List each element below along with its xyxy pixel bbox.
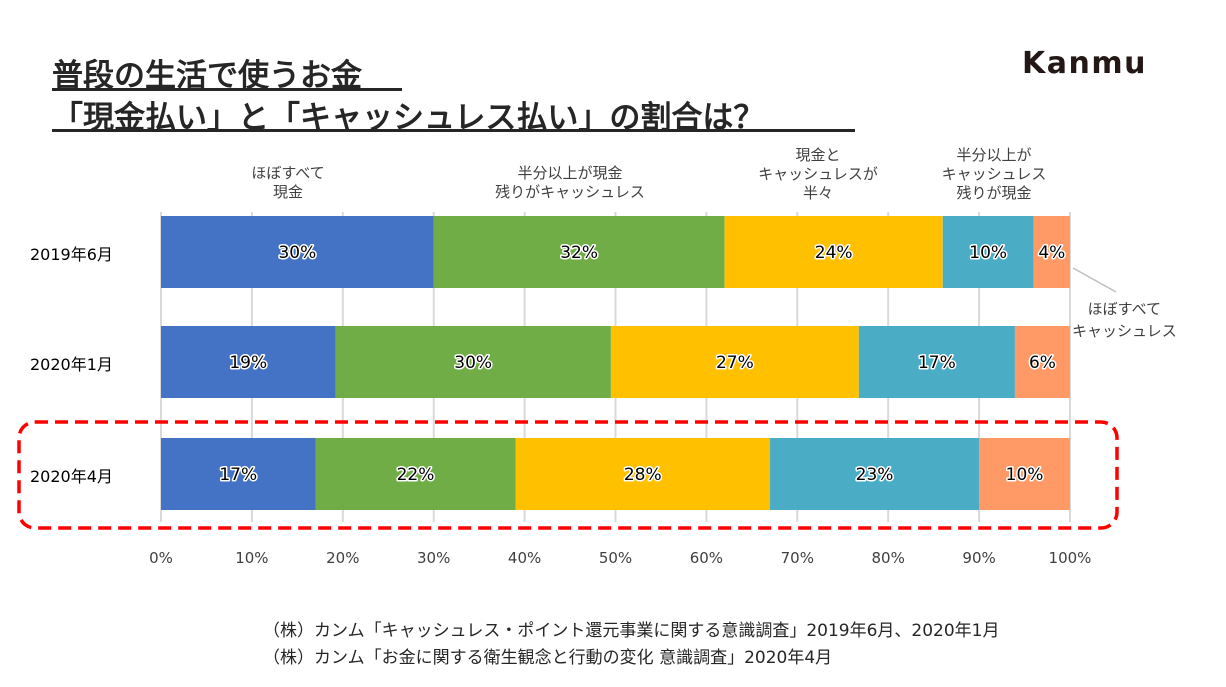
row-label: 2020年4月	[30, 467, 113, 486]
x-tick-label: 80%	[871, 549, 905, 567]
data-label: 6%	[1029, 353, 1056, 373]
kanmu-logo: Kanmu	[1022, 46, 1147, 81]
x-tick-label: 30%	[417, 549, 451, 567]
category-label-line: 半々	[802, 184, 834, 202]
x-tick-label: 10%	[235, 549, 269, 567]
category-label-line: 残りがキャッシュレス	[495, 183, 645, 201]
x-tick-label: 60%	[689, 549, 724, 567]
source-line-2: （株）カンム「お金に関する衛生観念と行動の変化 意識調査」2020年4月	[263, 648, 833, 668]
category-label-line: キャッシュレス	[941, 165, 1047, 183]
title-underline-1	[52, 88, 402, 91]
bar-segment	[942, 216, 1034, 288]
bar-segment	[315, 438, 516, 510]
bar-segment	[161, 326, 336, 398]
bar-segment	[724, 216, 943, 288]
bar-segment	[433, 216, 725, 288]
data-label: 10%	[969, 243, 1007, 263]
data-label: 30%	[278, 243, 316, 263]
x-tick-label: 40%	[507, 549, 542, 567]
data-label: 23%	[856, 465, 894, 485]
bar-segment	[610, 326, 859, 398]
bars	[161, 216, 1070, 510]
row-label: 2020年1月	[30, 355, 113, 374]
category-label-line: ほぼすべて	[251, 164, 325, 182]
x-tick-label: 0%	[149, 549, 173, 567]
x-tick-label: 50%	[598, 549, 633, 567]
data-label: 17%	[918, 353, 956, 373]
x-tick-label: 70%	[780, 549, 814, 567]
bar-segment	[161, 438, 316, 510]
data-label: 30%	[454, 353, 492, 373]
annotation-line-1: ほぼすべて	[1087, 300, 1162, 318]
row-label: 2019年6月	[30, 245, 113, 264]
annotation-almost-all-cashless: ほぼすべて キャッシュレス	[1072, 298, 1177, 342]
data-label: 24%	[815, 243, 853, 263]
bar-segment	[161, 216, 434, 288]
data-label: 27%	[716, 353, 754, 373]
x-tick-label: 90%	[962, 549, 996, 567]
source-line-1: （株）カンム「キャッシュレス・ポイント還元事業に関する意識調査」2019年6月、…	[263, 621, 1000, 641]
annotation-leader-line	[1072, 267, 1117, 293]
bar-segment	[335, 326, 611, 398]
data-label: 22%	[397, 465, 435, 485]
bar-segment	[770, 438, 980, 510]
data-label: 10%	[1006, 465, 1044, 485]
data-label: 17%	[219, 465, 257, 485]
data-label: 4%	[1038, 243, 1065, 263]
category-label-line: 残りが現金	[956, 184, 1032, 202]
highlight-box	[17, 420, 1119, 530]
category-label-line: 半分以上が	[956, 146, 1032, 164]
bar-segment	[1033, 216, 1070, 288]
x-tick-label: 20%	[326, 549, 360, 567]
bar-segment	[979, 438, 1070, 510]
annotation-line-2: キャッシュレス	[1072, 322, 1177, 340]
data-labels: 30% 32% 24% 10% 4% 19% 30% 27% 17% 6% 17% 22% 28% 23%…	[218, 242, 1067, 487]
series-category-label: 半分以上が キャッシュレス 残りが現金	[942, 146, 1047, 203]
data-label: 28%	[624, 465, 662, 485]
category-label-line: 現金	[272, 183, 304, 201]
category-label-line: 現金と	[795, 146, 841, 164]
bar-segment	[858, 326, 1015, 398]
data-label: 19%	[229, 353, 267, 373]
bar-segment	[515, 438, 771, 510]
data-label: 32%	[560, 243, 598, 263]
series-category-label: 現金と キャッシュレスが 半々	[758, 146, 878, 203]
bar-segment	[1014, 326, 1070, 398]
series-category-label: 半分以上が現金 残りがキャッシュレス	[495, 164, 645, 202]
category-label-line: キャッシュレスが	[758, 165, 878, 183]
x-tick-label: 100%	[1048, 549, 1092, 567]
series-category-label: ほぼすべて 現金	[251, 164, 324, 202]
category-label-line: 半分以上が現金	[517, 164, 623, 182]
title-underline-2	[52, 129, 855, 132]
